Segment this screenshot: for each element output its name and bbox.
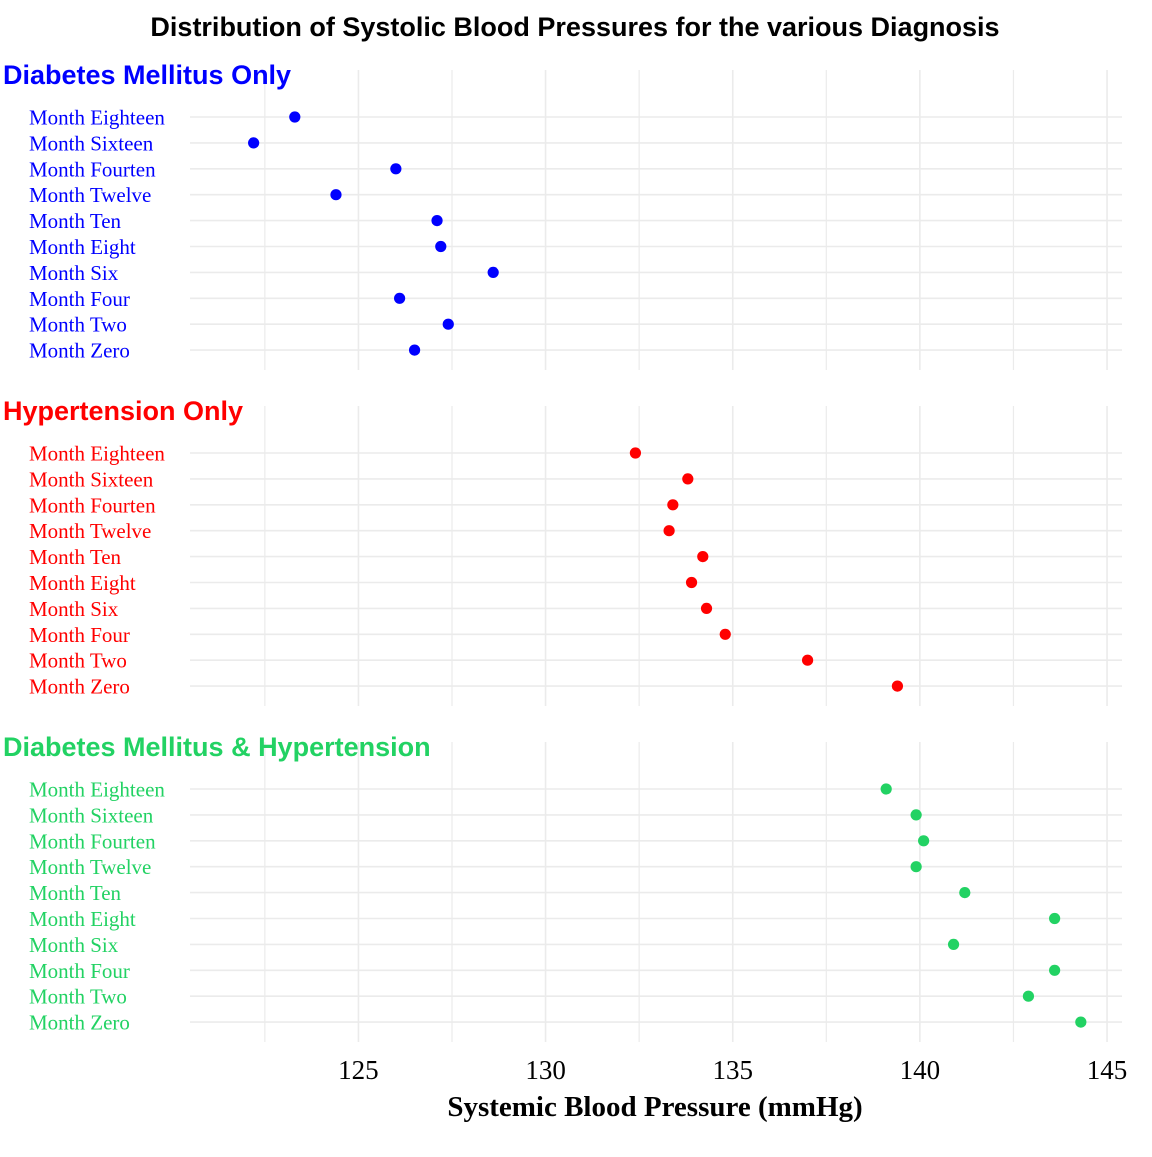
data-point [431,215,443,227]
data-point [390,163,402,175]
data-point [435,240,447,253]
row-label: Month Eighteen [29,442,165,466]
row-label: Month Four [29,959,130,983]
row-label: Month Fourten [29,829,156,853]
row-label: Month Zero [29,675,130,699]
x-tick-label: 125 [338,1055,379,1085]
data-point [685,576,698,589]
row-label: Month Six [29,597,119,621]
data-point [891,680,904,692]
data-point [1075,1016,1087,1028]
data-point [959,887,971,899]
x-axis-ticks: 125 130 135 140 145 [338,1055,1127,1085]
data-point [487,266,499,278]
panel-title: Diabetes Mellitus Only [3,60,291,90]
x-tick-label: 135 [712,1055,753,1085]
row-label: Month Eighteen [29,106,165,130]
data-point [289,111,301,123]
row-label: Month Eight [29,571,136,595]
data-point [667,499,679,511]
data-point [1049,912,1061,925]
data-point [697,551,709,563]
data-point [918,835,930,847]
data-point [663,525,675,537]
row-label: Month Sixteen [29,803,154,827]
row-label: Month Twelve [29,519,151,543]
row-label: Month Sixteen [29,131,154,155]
row-label: Month Eight [29,907,136,931]
row-label: Month Four [29,623,130,647]
data-point [682,473,694,485]
data-point [910,861,922,873]
row-label: Month Four [29,287,130,311]
row-label: Month Ten [29,545,122,569]
data-point [801,654,814,666]
chart-title: Distribution of Systolic Blood Pressures… [150,12,999,42]
row-label: Month Zero [29,1011,130,1035]
row-label: Month Sixteen [29,467,154,491]
row-label: Month Six [29,261,119,285]
row-label: Month Two [29,985,127,1009]
data-point [330,189,342,201]
row-label: Month Fourten [29,493,156,517]
row-label: Month Eight [29,235,136,259]
data-point [248,137,260,149]
data-point [394,292,406,304]
x-tick-label: 130 [525,1055,566,1085]
row-label: Month Fourten [29,157,156,181]
x-tick-label: 140 [900,1055,941,1085]
row-label: Month Ten [29,881,122,905]
data-point [629,447,642,459]
data-point [1049,964,1061,976]
x-tick-label: 145 [1087,1055,1128,1085]
data-point [719,628,731,640]
data-point [700,602,713,615]
data-point [880,783,892,795]
data-point [910,809,922,821]
data-point [408,344,421,356]
data-point [947,938,960,951]
row-label: Month Twelve [29,855,151,879]
panel-title: Diabetes Mellitus & Hypertension [3,732,431,762]
data-point [1022,990,1035,1002]
row-label: Month Ten [29,209,122,233]
row-label: Month Zero [29,339,130,363]
panel-title: Hypertension Only [3,396,243,426]
row-label: Month Two [29,313,127,337]
data-point [442,318,454,330]
row-label: Month Eighteen [29,778,165,802]
panel-3: Diabetes Mellitus & Hypertension Month Ei… [3,732,1122,1042]
row-label: Month Two [29,649,127,673]
row-label: Month Twelve [29,183,151,207]
row-label: Month Six [29,933,119,957]
x-axis-label: Systemic Blood Pressure (mmHg) [447,1091,862,1123]
